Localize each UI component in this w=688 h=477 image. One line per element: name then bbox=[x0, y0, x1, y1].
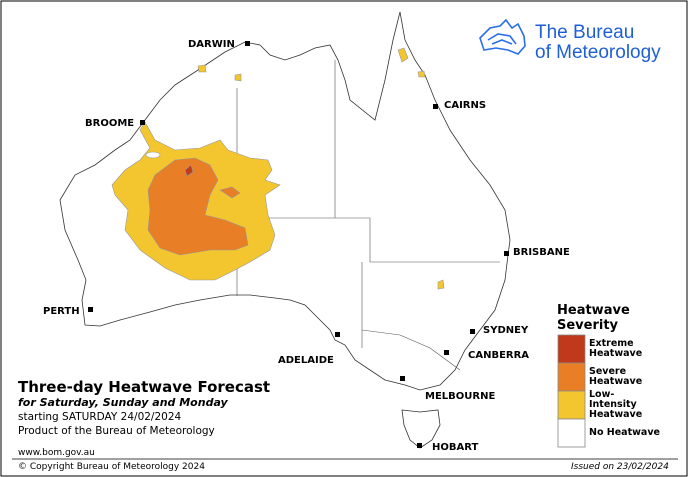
severe-area bbox=[147, 157, 249, 256]
legend bbox=[557, 334, 586, 448]
logo-isobar bbox=[491, 39, 513, 45]
city-label: BROOME bbox=[85, 118, 134, 129]
legend-label: No Heatwave bbox=[589, 427, 660, 438]
city-label: CANBERRA bbox=[468, 350, 529, 361]
city-marker bbox=[245, 41, 250, 46]
logo-text: of Meteorology bbox=[535, 42, 661, 63]
tasmania bbox=[401, 409, 441, 449]
low-intensity-area bbox=[437, 279, 445, 290]
low-intensity-area bbox=[397, 47, 409, 63]
legend-title: Heatwave Severity bbox=[557, 303, 630, 333]
city-marker bbox=[470, 329, 475, 334]
border bbox=[361, 329, 461, 371]
legend-swatch bbox=[557, 362, 586, 392]
logo-isobar bbox=[487, 33, 517, 45]
issued-date: Issued on 23/02/2024 bbox=[571, 462, 669, 472]
low-intensity-area bbox=[234, 73, 242, 82]
city-marker bbox=[400, 376, 405, 381]
legend-swatch bbox=[557, 334, 586, 364]
city-label: MELBOURNE bbox=[425, 391, 495, 402]
australia-mainland bbox=[59, 11, 511, 391]
starting-date: starting SATURDAY 24/02/2024 bbox=[18, 411, 182, 423]
product-note: Product of the Bureau of Meteorology bbox=[18, 425, 215, 437]
city-marker bbox=[417, 443, 422, 448]
state-borders bbox=[236, 60, 500, 371]
city-markers bbox=[88, 41, 509, 448]
title: Three-day Heatwave Forecast bbox=[18, 378, 271, 396]
city-label: BRISBANE bbox=[513, 247, 570, 258]
border bbox=[369, 218, 500, 263]
legend-label: Severe Heatwave bbox=[589, 366, 643, 387]
city-label: SYDNEY bbox=[483, 325, 529, 336]
subtitle: for Saturday, Sunday and Monday bbox=[18, 396, 228, 409]
city-marker bbox=[335, 332, 340, 337]
extreme-area bbox=[184, 164, 194, 177]
low-intensity-area bbox=[417, 70, 426, 78]
city-marker bbox=[504, 251, 509, 256]
legend-label: Low-Intensity Heatwave bbox=[589, 389, 643, 420]
logo-shape bbox=[479, 18, 526, 55]
copyright: © Copyright Bureau of Meteorology 2024 bbox=[18, 462, 205, 472]
logo-icon bbox=[479, 18, 526, 55]
city-label: ADELAIDE bbox=[278, 355, 334, 366]
logo-text: The Bureau bbox=[535, 22, 634, 43]
legend-swatch bbox=[557, 390, 586, 420]
city-label: PERTH bbox=[43, 306, 80, 317]
severe-area bbox=[219, 186, 241, 199]
no-heatwave-hole bbox=[145, 151, 161, 159]
city-label: DARWIN bbox=[188, 39, 235, 50]
city-marker bbox=[433, 104, 438, 109]
legend-label: Extreme Heatwave bbox=[589, 338, 643, 359]
low-intensity-area bbox=[197, 64, 207, 73]
legend-swatch bbox=[557, 418, 586, 448]
city-marker bbox=[444, 350, 449, 355]
city-marker bbox=[88, 307, 93, 312]
city-label: HOBART bbox=[432, 442, 478, 453]
city-label: CAIRNS bbox=[444, 100, 486, 111]
city-marker bbox=[140, 120, 145, 125]
website: www.bom.gov.au bbox=[18, 448, 95, 458]
